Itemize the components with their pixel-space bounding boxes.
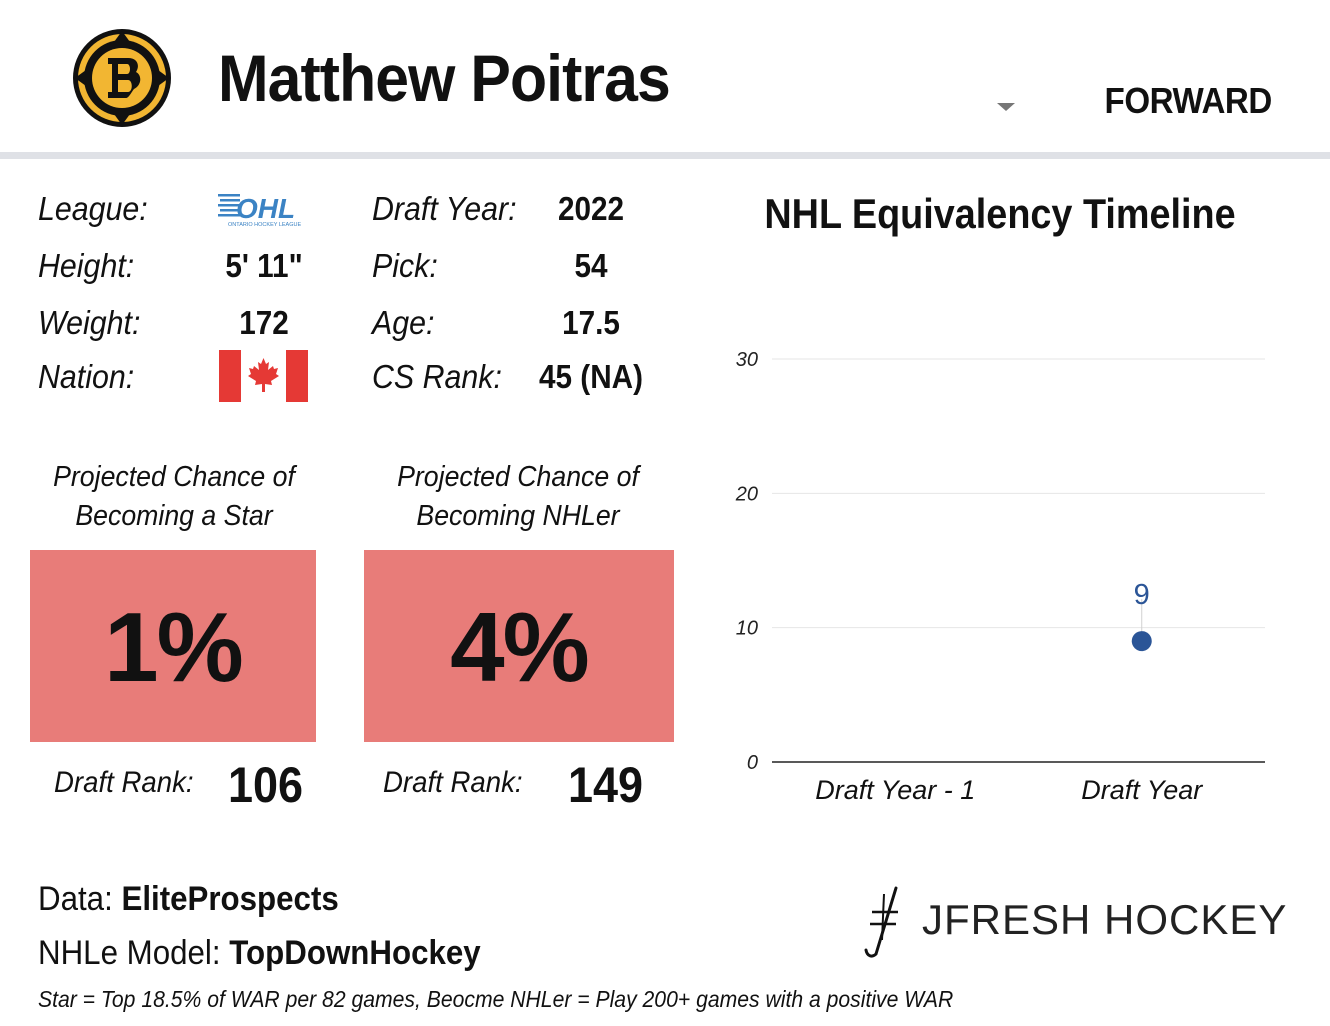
brand-name: JFRESH HOCKEY <box>922 896 1288 943</box>
y-tick-label: 30 <box>736 349 758 371</box>
star-projection-value: 1% <box>104 592 244 702</box>
ohl-logo-caption: ONTARIO HOCKEY LEAGUE <box>228 222 301 228</box>
header-divider <box>0 152 1330 159</box>
data-label: 9 <box>1134 579 1150 611</box>
star-draft-rank-label: Draft Rank: <box>54 766 194 799</box>
age-label: Age: <box>372 304 435 341</box>
nation-label: Nation: <box>38 358 135 395</box>
age-value: 17.5 <box>562 304 620 341</box>
ohl-logo-icon: OHL ONTARIO HOCKEY LEAGUE <box>218 193 301 228</box>
y-tick-label: 20 <box>735 483 758 505</box>
footnote: Star = Top 18.5% of WAR per 82 games, Be… <box>38 986 954 1012</box>
chart-title: NHL Equivalency Timeline <box>764 190 1236 237</box>
height-label: Height: <box>38 247 135 284</box>
data-source-label: Data: <box>38 880 122 918</box>
pick-label: Pick: <box>372 247 438 284</box>
draft-year-label: Draft Year: <box>372 190 517 227</box>
cs-rank-value: 45 (NA) <box>539 358 643 395</box>
x-category-label: Draft Year <box>1081 775 1203 805</box>
star-projection-title: Projected Chance of Becoming a Star <box>53 461 295 532</box>
data-point <box>1131 631 1152 652</box>
player-position: FORWARD <box>1104 80 1273 121</box>
ohl-logo-mark: OHL <box>236 193 295 224</box>
draft-year-value: 2022 <box>557 190 625 227</box>
nhler-projection-box: 4% <box>364 550 674 742</box>
league-label: League: <box>38 190 148 227</box>
nhler-projection-title: Projected Chance of Becoming NHLer <box>397 461 639 532</box>
nhle-timeline-chart: 0 10 20 30 Draft Year - 1 Draft Year 9 <box>735 349 1265 805</box>
weight-value: 172 <box>239 304 289 341</box>
jfresh-logo-icon <box>864 886 898 958</box>
bruins-logo-icon <box>73 29 171 127</box>
height-value: 5' 11" <box>225 247 303 284</box>
model-source-label: NHLe Model: <box>38 934 230 972</box>
player-name: Matthew Poitras <box>218 41 671 115</box>
canada-flag-icon <box>219 350 308 402</box>
data-source-value: EliteProspects <box>121 880 339 918</box>
nhler-draft-rank-label: Draft Rank: <box>383 766 523 799</box>
y-tick-label: 10 <box>736 618 758 640</box>
nhler-draft-rank-value: 149 <box>568 757 644 813</box>
data-source-line: Data: EliteProspects <box>38 880 339 919</box>
nhler-projection-value: 4% <box>450 592 590 702</box>
caret-down-icon[interactable] <box>997 103 1015 111</box>
y-tick-label: 0 <box>747 752 758 774</box>
model-source-line: NHLe Model: TopDownHockey <box>38 934 481 973</box>
x-category-label: Draft Year - 1 <box>815 775 975 805</box>
pick-value: 54 <box>574 247 608 284</box>
star-projection-box: 1% <box>30 550 316 742</box>
model-source-value: TopDownHockey <box>229 934 481 972</box>
weight-label: Weight: <box>38 304 141 341</box>
cs-rank-label: CS Rank: <box>372 358 502 395</box>
star-draft-rank-value: 106 <box>228 757 304 813</box>
